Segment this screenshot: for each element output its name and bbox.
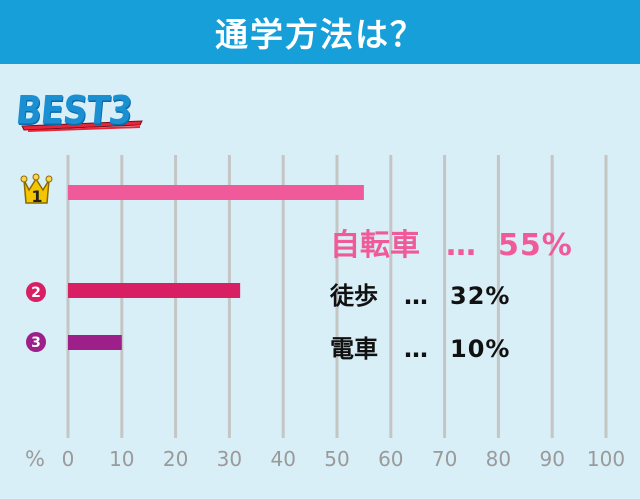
label-rank-3: 電車 … 10%	[330, 329, 510, 364]
badge-underline	[21, 120, 143, 132]
label-3-dots: …	[404, 335, 428, 363]
bar-1	[68, 185, 364, 200]
x-tick-label: 50	[324, 447, 349, 471]
bars	[68, 185, 364, 350]
axis-unit-label: %	[25, 447, 45, 471]
x-tick-label: 10	[109, 447, 134, 471]
x-tick-label: 70	[432, 447, 457, 471]
x-tick-label: 40	[270, 447, 295, 471]
label-2-name: 徒歩	[330, 282, 378, 310]
label-2-value: 32%	[450, 282, 511, 310]
x-tick-label: 30	[217, 447, 242, 471]
rank-2-icon: 2	[26, 282, 46, 302]
x-tick-label: 100	[587, 447, 625, 471]
rank-icons: 1 2 3	[20, 173, 53, 352]
label-1-value: 55%	[498, 228, 573, 263]
bar-2	[68, 283, 241, 298]
rank-3-number: 3	[31, 335, 41, 351]
label-3-name: 電車	[330, 335, 378, 363]
title-bar: 通学方法は？	[0, 0, 640, 64]
bar-3	[68, 335, 122, 350]
rank-3-icon: 3	[26, 332, 46, 352]
label-1-name: 自転車	[330, 228, 420, 263]
rank-2-number: 2	[31, 285, 41, 301]
label-rank-2: 徒歩 … 32%	[330, 276, 510, 311]
label-1-dots: …	[446, 228, 476, 263]
x-tick-labels: 0 10 20 30 40 50 60 70 80 90 100	[62, 447, 625, 471]
x-tick-label: 80	[486, 447, 511, 471]
x-tick-label: 0	[62, 447, 75, 471]
best3-badge: BEST3	[14, 88, 154, 134]
label-rank-1: 自転車 … 55%	[330, 220, 573, 264]
chart-title: 通学方法は？	[215, 15, 425, 54]
x-tick-label: 90	[539, 447, 564, 471]
x-tick-label: 60	[378, 447, 403, 471]
x-tick-label: 20	[163, 447, 188, 471]
label-3-value: 10%	[450, 335, 511, 363]
rank-1-number: 1	[31, 187, 42, 206]
label-2-dots: …	[404, 282, 428, 310]
crown-icon: 1	[20, 173, 53, 206]
